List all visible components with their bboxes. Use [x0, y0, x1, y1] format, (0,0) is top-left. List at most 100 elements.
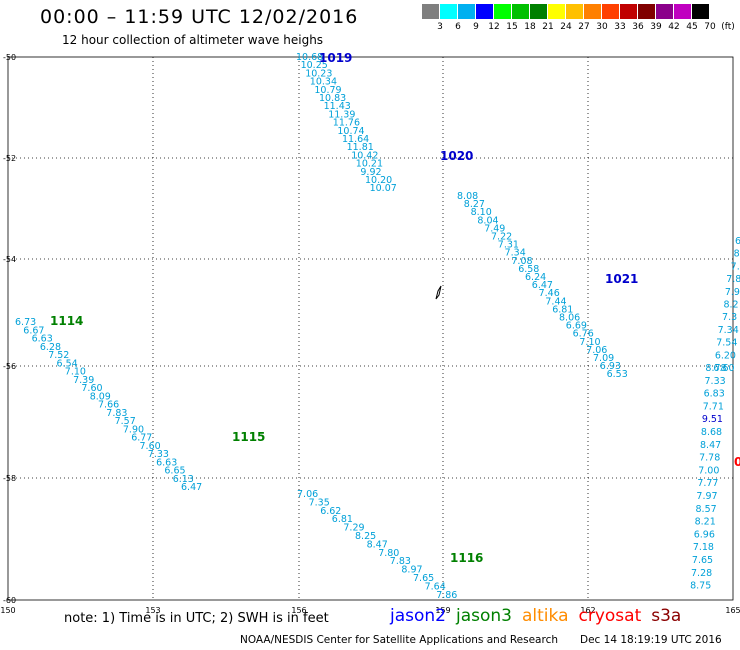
- wave-height-value: 7.29: [343, 523, 364, 534]
- wave-height-value: 10.79: [314, 85, 341, 96]
- wave-height-value: 8.78: [705, 363, 726, 374]
- wave-height-value: 7.00: [698, 465, 719, 476]
- scale-label: (ft): [721, 22, 735, 32]
- map-title: 00:00 – 11:59 UTC 12/02/2016: [40, 6, 359, 28]
- wave-height-value: 7.22: [491, 232, 512, 243]
- x-tick-label: 162: [580, 606, 595, 615]
- satellite-legend: jason2 jason3 altika cryosat s3a: [390, 606, 691, 626]
- scale-label: 39: [650, 22, 662, 32]
- scale-swatch: [494, 4, 511, 19]
- wave-height-value: 7.80: [378, 548, 399, 559]
- wave-height-value: 7.60: [81, 383, 102, 394]
- scale-label: 30: [596, 22, 608, 32]
- wave-height-value: 8.10: [471, 207, 492, 218]
- x-tick-label: 165: [725, 606, 740, 615]
- wave-height-value: 7.33: [148, 449, 169, 460]
- wave-height-value: 7.71: [703, 401, 724, 412]
- wave-height-value: 10.68: [296, 52, 323, 63]
- wave-height-value: 7.49: [484, 223, 505, 234]
- wave-height-value: 7.66: [98, 400, 119, 411]
- wave-height-value: 7.10: [65, 367, 86, 378]
- scale-label: 18: [524, 22, 536, 32]
- wave-height-value: 7.33: [705, 376, 726, 387]
- scale-swatch: [548, 4, 565, 19]
- scale-swatch: [512, 4, 529, 19]
- scale-label: 45: [686, 22, 698, 32]
- wave-height-value: 7.09: [593, 353, 614, 364]
- y-tick-label: -54: [3, 255, 16, 264]
- wave-height-value: 8.04: [477, 215, 498, 226]
- y-tick-label: -58: [3, 474, 16, 483]
- scale-swatch: [620, 4, 637, 19]
- wave-height-value: 7.52: [48, 350, 69, 361]
- wave-height-value: 6.65: [164, 466, 185, 477]
- wave-height-value: 6.63: [32, 334, 53, 345]
- scale-label: 33: [614, 22, 626, 32]
- wave-height-value: 6.20: [715, 350, 736, 361]
- x-tick-label: 153: [145, 606, 160, 615]
- wave-height-value: 8.97: [401, 565, 422, 576]
- scale-swatch: [656, 4, 673, 19]
- wave-height-value: 7.60: [140, 441, 161, 452]
- wave-height-value: 6.67: [23, 325, 44, 336]
- map-subtitle: 12 hour collection of altimeter wave hei…: [62, 33, 324, 47]
- wave-height-value: 6.63: [156, 457, 177, 468]
- wave-height-value: 7.10: [579, 337, 600, 348]
- wave-height-value: 10.21: [356, 159, 383, 170]
- wave-height-value: 7.39: [73, 375, 94, 386]
- scale-swatch: [638, 4, 655, 19]
- y-tick-label: -50: [3, 53, 16, 62]
- scale-label: 6: [455, 22, 461, 32]
- wave-height-value: 7.3: [722, 312, 737, 323]
- wave-height-value: 6.83: [704, 389, 725, 400]
- scale-label: 70: [704, 22, 716, 32]
- wave-height-value: 10.74: [337, 126, 364, 137]
- scale-label: 21: [542, 22, 554, 32]
- wave-height-value: 7.18: [693, 542, 714, 553]
- wave-height-value: 6.69: [566, 321, 587, 332]
- wave-height-value: 7.77: [697, 478, 718, 489]
- scale-swatch: [584, 4, 601, 19]
- timestamp: Dec 14 18:19:19 UTC 2016: [580, 634, 722, 646]
- wave-height-value: 8.08: [457, 191, 478, 202]
- scale-label: 24: [560, 22, 572, 32]
- wave-height-value: 6: [735, 236, 740, 247]
- wave-height-value: 8.47: [700, 440, 721, 451]
- scale-swatch: [602, 4, 619, 19]
- pass-number-label: 1021: [605, 272, 638, 286]
- wave-height-value: 7.34: [505, 248, 526, 259]
- wave-height-value: 8.09: [90, 391, 111, 402]
- wave-height-value: 6.96: [694, 529, 715, 540]
- scale-swatch: [692, 4, 709, 19]
- wave-height-value: 8.47: [367, 539, 388, 550]
- legend-jason2: jason2: [390, 606, 446, 626]
- wave-height-value: 10.83: [319, 93, 346, 104]
- pass-number-label: 1020: [440, 149, 473, 163]
- scale-label: 3: [437, 22, 443, 32]
- pass-number-label: 1114: [50, 314, 83, 328]
- legend-s3a: s3a: [651, 606, 682, 626]
- wave-height-value: 7.: [731, 261, 740, 272]
- wave-height-value: 6.47: [532, 280, 553, 291]
- wave-height-value: 6.93: [600, 361, 621, 372]
- wave-height-value: 10.23: [305, 68, 332, 79]
- wave-height-value: 7.9: [725, 287, 740, 298]
- wave-height-value: 8.75: [690, 581, 711, 592]
- wave-height-value: 6.81: [332, 514, 353, 525]
- wave-height-value: 11.43: [324, 101, 351, 112]
- y-tick-label: -60: [3, 596, 16, 605]
- x-tick-label: 150: [0, 606, 15, 615]
- wave-height-value: 6.62: [320, 506, 341, 517]
- scale-label: 42: [668, 22, 680, 32]
- wave-height-value: 6.58: [518, 264, 539, 275]
- wave-height-value: 7.8: [726, 274, 740, 285]
- wave-height-value: 11.39: [328, 109, 355, 120]
- wave-height-value: 8.57: [696, 504, 717, 515]
- wave-height-value: 6.13: [173, 474, 194, 485]
- wave-height-value: 7.34: [718, 325, 739, 336]
- wave-height-value: 6.54: [57, 358, 78, 369]
- wave-height-value: 8.27: [464, 199, 485, 210]
- wave-height-value: 6.77: [131, 433, 152, 444]
- wave-height-value: 8.21: [695, 517, 716, 528]
- wave-height-value: 7.08: [511, 256, 532, 267]
